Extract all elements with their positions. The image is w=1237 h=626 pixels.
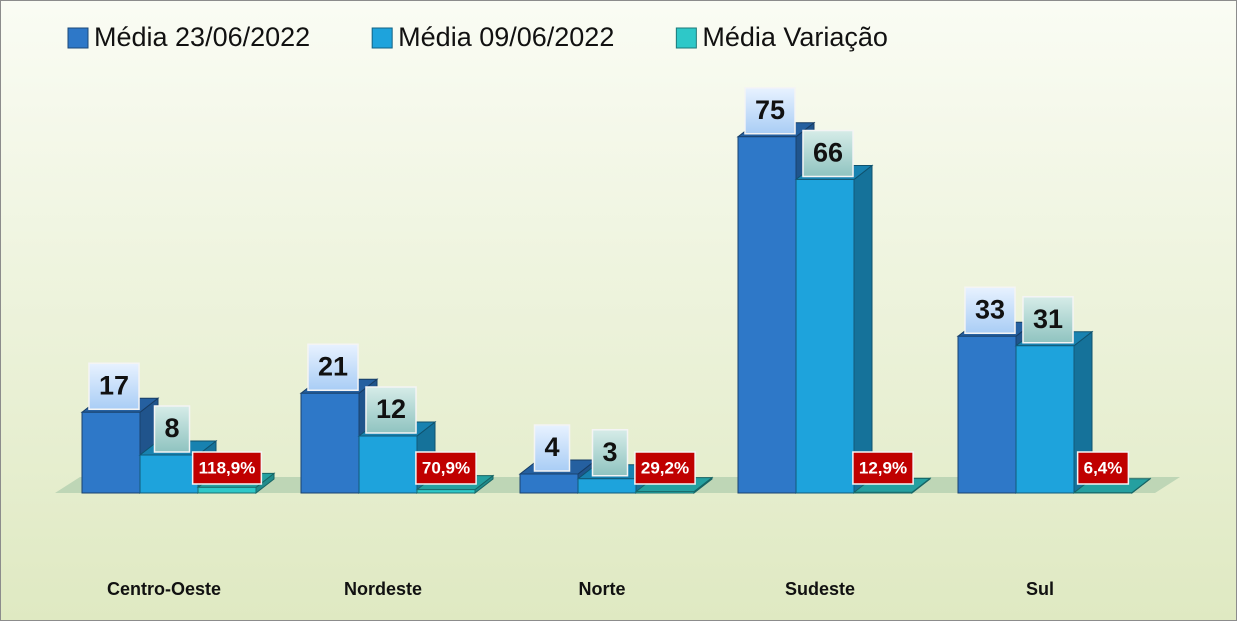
bar (520, 474, 578, 493)
bar (958, 336, 1016, 493)
data-label: 8 (154, 406, 189, 452)
legend-label: Média Variação (702, 22, 888, 52)
data-label: 17 (89, 363, 139, 409)
bar (1016, 346, 1074, 493)
x-tick-label: Nordeste (344, 579, 422, 599)
bar (738, 137, 796, 493)
data-label: 70,9% (416, 452, 476, 484)
bar-side (854, 166, 872, 494)
data-label: 31 (1023, 297, 1073, 343)
data-label: 4 (534, 425, 569, 471)
data-label-text: 4 (544, 432, 559, 462)
data-label: 21 (308, 344, 358, 390)
data-label-text: 6,4% (1084, 458, 1123, 477)
data-label: 75 (745, 88, 795, 134)
data-label-text: 3 (602, 437, 617, 467)
bar (359, 436, 417, 493)
x-tick-label: Centro-Oeste (107, 579, 221, 599)
data-label-text: 70,9% (422, 458, 470, 477)
data-label-text: 12 (376, 394, 406, 424)
bar (636, 492, 694, 493)
bar (301, 393, 359, 493)
bar (82, 412, 140, 493)
data-label-text: 8 (164, 413, 179, 443)
bar (578, 479, 636, 493)
data-label: 12 (366, 387, 416, 433)
x-tick-label: Sul (1026, 579, 1054, 599)
data-label-text: 29,2% (641, 458, 689, 477)
data-label: 118,9% (193, 452, 262, 484)
legend-swatch (676, 28, 696, 48)
data-label: 6,4% (1078, 452, 1129, 484)
data-label: 12,9% (853, 452, 913, 484)
data-label-text: 21 (318, 351, 348, 381)
legend-swatch (372, 28, 392, 48)
data-label-text: 118,9% (199, 458, 256, 477)
data-label-text: 75 (755, 95, 785, 125)
bar (417, 490, 475, 493)
bar (140, 455, 198, 493)
data-label: 66 (803, 131, 853, 177)
data-label: 33 (965, 287, 1015, 333)
bar (796, 180, 854, 494)
legend-label: Média 09/06/2022 (398, 22, 614, 52)
data-label: 29,2% (635, 452, 695, 484)
data-label: 3 (592, 430, 627, 476)
legend-swatch (68, 28, 88, 48)
legend-label: Média 23/06/2022 (94, 22, 310, 52)
bar (198, 487, 256, 493)
data-label-text: 33 (975, 294, 1005, 324)
bar (854, 492, 912, 493)
data-label-text: 17 (99, 370, 129, 400)
x-tick-label: Sudeste (785, 579, 855, 599)
data-label-text: 12,9% (859, 458, 907, 477)
data-label-text: 66 (813, 138, 843, 168)
data-label-text: 31 (1033, 304, 1063, 334)
x-tick-label: Norte (578, 579, 625, 599)
